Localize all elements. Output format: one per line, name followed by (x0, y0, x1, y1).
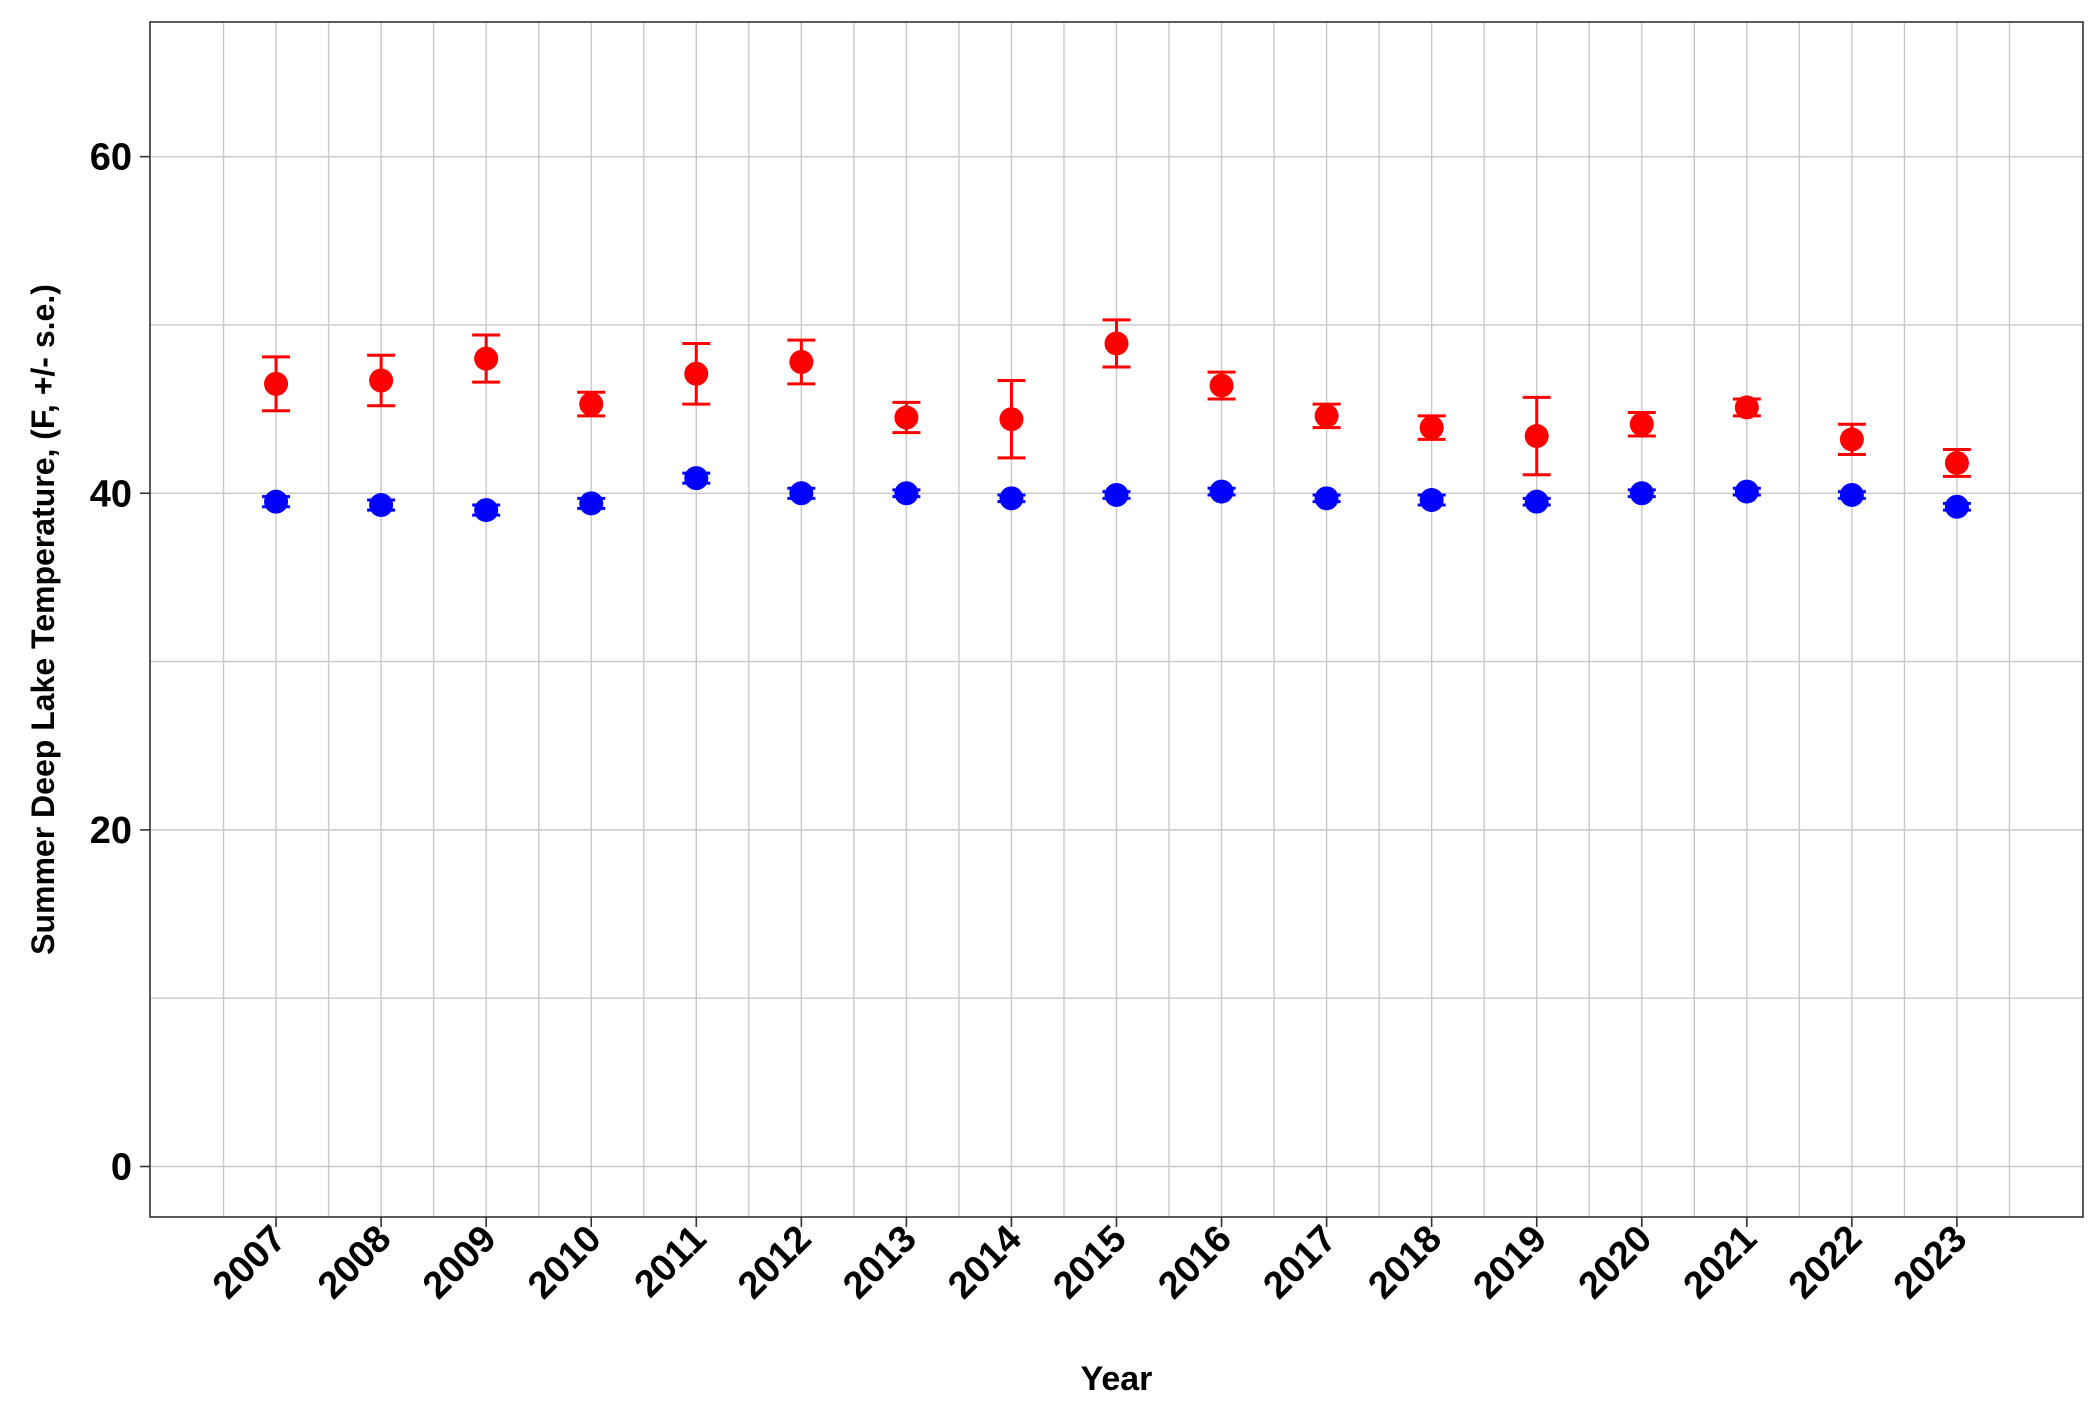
data-point (1839, 482, 1864, 507)
data-point (1524, 489, 1549, 514)
data-point (894, 405, 919, 430)
data-point (789, 481, 814, 506)
data-point (684, 361, 709, 386)
data-point (999, 407, 1024, 432)
y-tick-label: 20 (90, 810, 132, 852)
data-point (1734, 395, 1759, 420)
x-axis-title: Year (1081, 1360, 1153, 1398)
data-point (369, 493, 394, 518)
data-point (1209, 479, 1234, 504)
data-point (894, 481, 919, 506)
grid (150, 22, 2083, 1217)
y-tick-label: 0 (111, 1147, 132, 1189)
data-point (579, 491, 604, 516)
data-point (999, 486, 1024, 511)
y-axis-title: Summer Deep Lake Temperature, (F, +/- s.… (25, 284, 61, 955)
data-point (1734, 479, 1759, 504)
data-point (474, 346, 499, 371)
data-point (264, 371, 289, 396)
data-point (474, 498, 499, 523)
data-point (684, 466, 709, 491)
data-point (1629, 481, 1654, 506)
data-point (1629, 412, 1654, 437)
data-point (1944, 450, 1969, 475)
data-point (789, 349, 814, 374)
data-point (1104, 331, 1129, 356)
data-point (1839, 427, 1864, 452)
data-point (1419, 488, 1444, 512)
data-point (369, 368, 394, 393)
y-tick-label: 40 (90, 473, 132, 515)
data-point (1209, 373, 1234, 398)
data-point (1314, 486, 1339, 511)
data-points (264, 331, 1969, 523)
data-point (1104, 482, 1129, 507)
data-point (1419, 415, 1444, 440)
data-point (1314, 403, 1339, 428)
data-point (1944, 494, 1969, 519)
data-point (264, 489, 289, 514)
data-point (1524, 424, 1549, 449)
data-point (579, 392, 604, 417)
y-tick-label: 60 (90, 137, 132, 179)
